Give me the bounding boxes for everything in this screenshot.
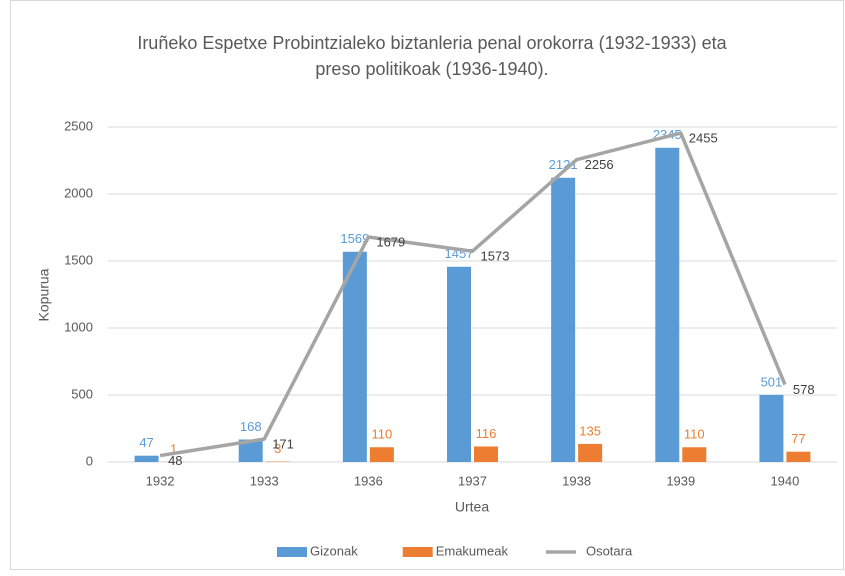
y-tick-label: 500	[71, 386, 93, 401]
data-label: 110	[684, 427, 705, 442]
data-label: 2455	[689, 130, 718, 145]
data-label: 578	[793, 382, 815, 397]
chart-title: Iruñeko Espetxe Probintzialeko biztanler…	[137, 33, 727, 53]
y-tick-label: 1000	[64, 319, 93, 334]
data-label: 168	[240, 419, 262, 434]
x-tick-label: 1940	[770, 473, 799, 488]
bar	[759, 395, 783, 462]
data-label: 171	[272, 437, 294, 452]
y-axis-label: Kopurua	[36, 268, 52, 321]
x-tick-label: 1933	[250, 473, 279, 488]
data-label: 116	[476, 426, 497, 441]
bar	[786, 452, 810, 462]
bar	[551, 178, 575, 462]
legend-label: Emakumeak	[436, 543, 509, 558]
bar	[682, 447, 706, 462]
data-label: 501	[761, 374, 783, 389]
x-tick-label: 1939	[666, 473, 695, 488]
data-label: 77	[791, 431, 805, 446]
data-label: 1573	[481, 249, 510, 264]
y-tick-label: 1500	[64, 252, 93, 267]
data-label: 47	[139, 435, 153, 450]
bar	[578, 444, 602, 462]
data-label: 110	[371, 427, 392, 442]
data-label: 135	[579, 423, 601, 438]
legend-label: Osotara	[586, 543, 633, 558]
data-label: 2256	[585, 157, 614, 172]
x-tick-label: 1932	[146, 473, 175, 488]
x-axis-label: Urtea	[455, 499, 489, 515]
bar	[135, 456, 159, 462]
bar	[655, 148, 679, 462]
y-tick-label: 0	[86, 453, 93, 468]
x-tick-label: 1938	[562, 473, 591, 488]
bar	[447, 267, 471, 462]
x-tick-label: 1937	[458, 473, 487, 488]
y-tick-label: 2500	[64, 118, 93, 133]
y-tick-label: 2000	[64, 185, 93, 200]
x-tick-label: 1936	[354, 473, 383, 488]
chart-title: preso politikoak (1936-1940).	[315, 59, 548, 79]
legend-swatch	[403, 547, 433, 557]
bar	[370, 447, 394, 462]
legend-label: Gizonak	[310, 543, 358, 558]
chart-border	[11, 1, 844, 570]
legend-swatch	[277, 547, 307, 557]
data-label: 1679	[376, 234, 405, 249]
bar	[474, 446, 498, 462]
data-label: 48	[168, 453, 182, 468]
